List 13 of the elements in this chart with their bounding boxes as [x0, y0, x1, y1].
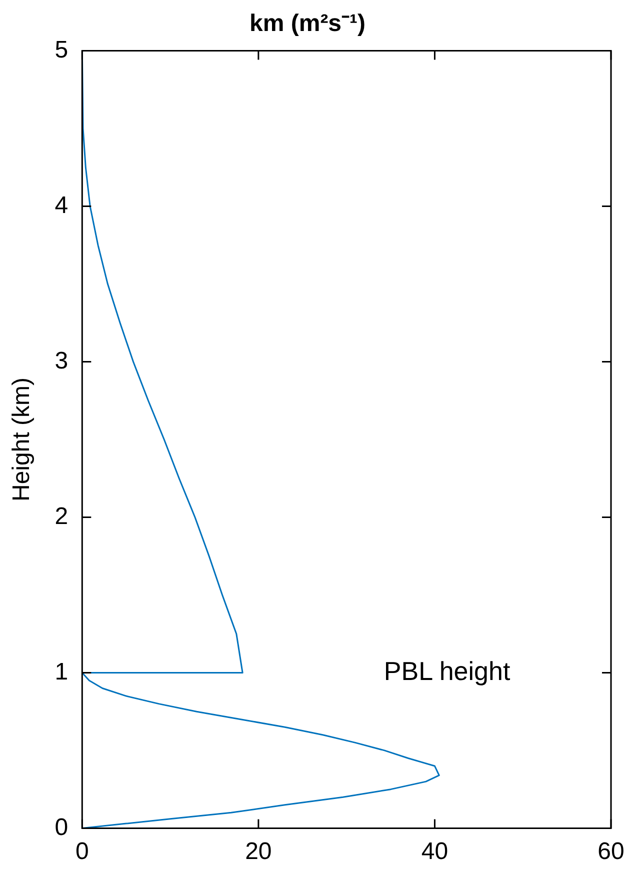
chart-title: km (m²s⁻¹) [249, 10, 366, 38]
y-tick-label: 2 [54, 502, 68, 530]
x-tick-label: 40 [421, 838, 448, 866]
y-axis-title: Height (km) [8, 377, 36, 502]
y-tick-label: 0 [54, 814, 68, 841]
y-tick-label: 1 [54, 658, 68, 686]
x-tick-label: 0 [75, 838, 89, 866]
x-tick-label: 20 [245, 838, 272, 866]
x-tick-label: 60 [598, 838, 624, 866]
y-tick-label: 3 [54, 347, 68, 374]
y-tick-label: 5 [54, 36, 68, 64]
annotation: PBL height [384, 656, 511, 686]
y-tick-label: 4 [54, 192, 68, 219]
